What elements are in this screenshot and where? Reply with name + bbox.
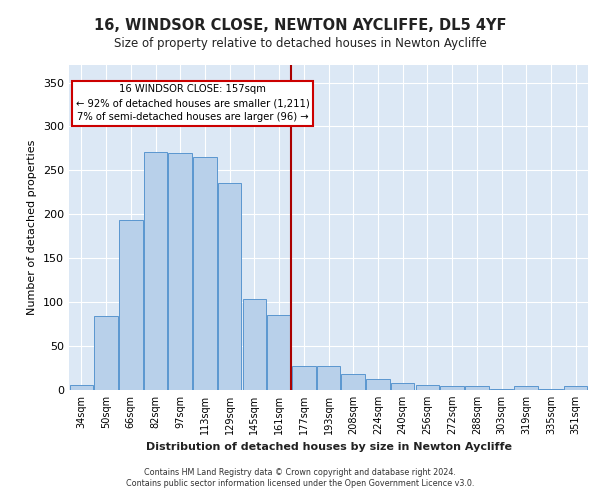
Bar	[70, 384, 93, 390]
Bar	[94, 316, 118, 390]
Bar	[366, 378, 389, 390]
Bar	[490, 389, 513, 390]
Bar	[169, 153, 192, 390]
Bar	[144, 152, 167, 390]
Text: 16 WINDSOR CLOSE: 157sqm
← 92% of detached houses are smaller (1,211)
7% of semi: 16 WINDSOR CLOSE: 157sqm ← 92% of detach…	[76, 84, 310, 122]
Text: 16, WINDSOR CLOSE, NEWTON AYCLIFFE, DL5 4YF: 16, WINDSOR CLOSE, NEWTON AYCLIFFE, DL5 …	[94, 18, 506, 32]
Bar	[465, 386, 488, 390]
Bar	[341, 374, 365, 390]
Bar	[218, 182, 241, 390]
Bar	[539, 389, 563, 390]
Bar	[292, 366, 316, 390]
Text: Size of property relative to detached houses in Newton Aycliffe: Size of property relative to detached ho…	[113, 38, 487, 51]
Bar	[119, 220, 143, 390]
Bar	[416, 384, 439, 390]
Bar	[317, 366, 340, 390]
Bar	[268, 316, 291, 390]
Bar	[242, 298, 266, 390]
Bar	[440, 386, 464, 390]
Bar	[391, 383, 415, 390]
Text: Distribution of detached houses by size in Newton Aycliffe: Distribution of detached houses by size …	[146, 442, 512, 452]
Bar	[193, 157, 217, 390]
Bar	[564, 386, 587, 390]
Text: Contains HM Land Registry data © Crown copyright and database right 2024.
Contai: Contains HM Land Registry data © Crown c…	[126, 468, 474, 487]
Y-axis label: Number of detached properties: Number of detached properties	[28, 140, 37, 315]
Bar	[514, 386, 538, 390]
